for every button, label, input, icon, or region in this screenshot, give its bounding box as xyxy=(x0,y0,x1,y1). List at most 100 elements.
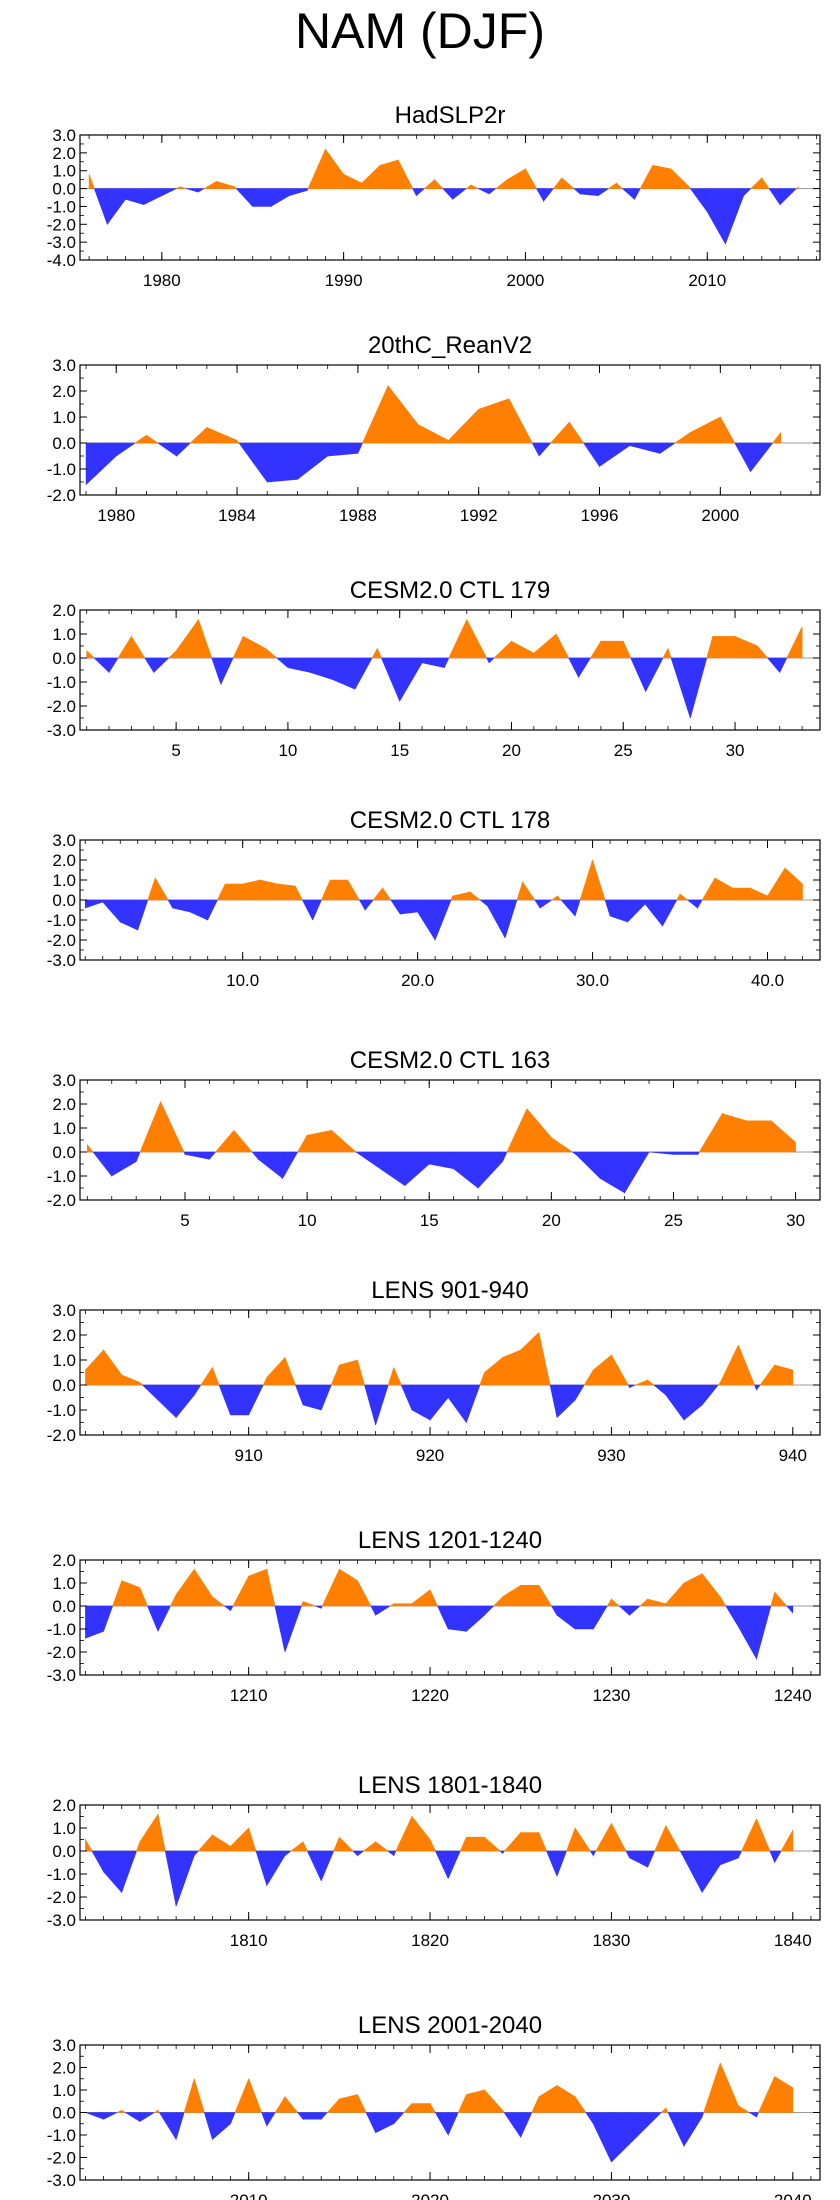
positive-area xyxy=(265,647,278,659)
positive-area xyxy=(87,1143,94,1153)
negative-area xyxy=(549,1384,558,1418)
positive-area xyxy=(242,879,261,901)
y-tick-label: -2.0 xyxy=(47,697,76,716)
y-tick-label: 0.0 xyxy=(52,434,76,453)
negative-area xyxy=(618,1605,630,1616)
negative-area xyxy=(592,1850,597,1857)
negative-area xyxy=(756,2112,759,2118)
negative-area xyxy=(143,188,163,206)
negative-area xyxy=(538,442,552,457)
negative-area xyxy=(167,899,174,910)
y-tick-label: -3.0 xyxy=(47,1911,76,1930)
negative-area xyxy=(719,1850,739,1866)
negative-area xyxy=(539,899,553,909)
y-tick-label: 1.0 xyxy=(52,1819,76,1838)
figure-title: NAM (DJF) xyxy=(295,3,545,59)
positive-area xyxy=(339,2094,358,2113)
positive-area xyxy=(216,181,235,189)
negative-area xyxy=(157,1384,177,1419)
negative-area xyxy=(282,1151,299,1180)
negative-area xyxy=(261,2112,268,2127)
negative-area xyxy=(428,1151,454,1170)
positive-area xyxy=(200,1366,213,1386)
positive-area xyxy=(197,1834,213,1852)
positive-area xyxy=(212,1367,220,1386)
positive-area xyxy=(266,1356,286,1386)
positive-area xyxy=(403,2102,413,2113)
negative-area xyxy=(573,188,581,195)
negative-area xyxy=(380,1151,406,1187)
x-tick-label: 2010 xyxy=(230,2191,268,2200)
negative-area xyxy=(627,899,646,923)
positive-area xyxy=(502,2109,505,2113)
negative-area xyxy=(621,188,635,200)
positive-area xyxy=(212,1596,226,1607)
negative-area xyxy=(320,1850,335,1882)
negative-area xyxy=(479,899,488,907)
positive-area xyxy=(203,180,217,189)
positive-area xyxy=(738,2105,751,2113)
negative-area xyxy=(756,1384,761,1391)
negative-area xyxy=(634,188,641,200)
negative-area xyxy=(297,2112,304,2121)
positive-area xyxy=(134,434,147,444)
y-tick-label: 2.0 xyxy=(52,2059,76,2078)
negative-area xyxy=(238,442,268,483)
positive-area xyxy=(131,635,146,659)
positive-area xyxy=(306,1130,332,1153)
positive-area xyxy=(550,421,570,444)
positive-area xyxy=(189,426,208,444)
positive-area xyxy=(117,2109,123,2113)
negative-area xyxy=(85,1605,104,1639)
y-tick-label: -3.0 xyxy=(47,1666,76,1685)
x-tick-label: 930 xyxy=(597,1446,625,1465)
y-tick-label: 3.0 xyxy=(52,831,76,850)
chart-title: 20thC_ReanV2 xyxy=(368,332,532,359)
y-tick-label: -3.0 xyxy=(47,2171,76,2190)
positive-area xyxy=(719,1344,739,1386)
y-tick-label: 0.0 xyxy=(52,1842,76,1861)
negative-area xyxy=(375,2112,395,2134)
negative-area xyxy=(543,188,555,202)
negative-area xyxy=(251,1151,259,1161)
positive-area xyxy=(566,1827,576,1852)
negative-area xyxy=(193,1384,202,1396)
negative-area xyxy=(488,657,495,664)
positive-area xyxy=(466,1836,485,1852)
positive-area xyxy=(719,1595,727,1607)
positive-area xyxy=(330,1364,340,1386)
positive-area xyxy=(339,1568,358,1607)
negative-area xyxy=(582,442,600,468)
negative-area xyxy=(697,1151,700,1156)
negative-area xyxy=(629,1384,636,1388)
y-tick-label: 3.0 xyxy=(52,1071,76,1090)
positive-area xyxy=(136,1841,141,1852)
negative-area xyxy=(365,2112,376,2133)
positive-area xyxy=(732,887,751,901)
negative-area xyxy=(309,657,333,681)
negative-area xyxy=(417,899,436,942)
negative-area xyxy=(644,899,663,927)
positive-area xyxy=(712,636,736,659)
negative-area xyxy=(197,188,206,193)
negative-area xyxy=(218,1384,231,1416)
chart-title: LENS 1201-1240 xyxy=(358,1527,542,1554)
positive-area xyxy=(506,168,526,189)
negative-area xyxy=(486,657,490,663)
positive-area xyxy=(157,2109,160,2113)
x-tick-label: 30.0 xyxy=(576,971,609,990)
positive-area xyxy=(387,384,419,444)
positive-area xyxy=(139,1813,159,1852)
positive-area xyxy=(652,164,672,189)
y-tick-label: -2.0 xyxy=(47,486,76,505)
positive-area xyxy=(734,635,758,659)
positive-area xyxy=(780,1829,794,1852)
positive-area xyxy=(516,881,523,901)
positive-area xyxy=(214,1129,235,1153)
positive-area xyxy=(679,893,689,901)
x-tick-label: 25 xyxy=(664,1211,683,1230)
negative-area xyxy=(302,1384,322,1411)
negative-area xyxy=(556,1850,567,1877)
y-tick-label: 3.0 xyxy=(52,126,76,145)
negative-area xyxy=(444,657,450,668)
